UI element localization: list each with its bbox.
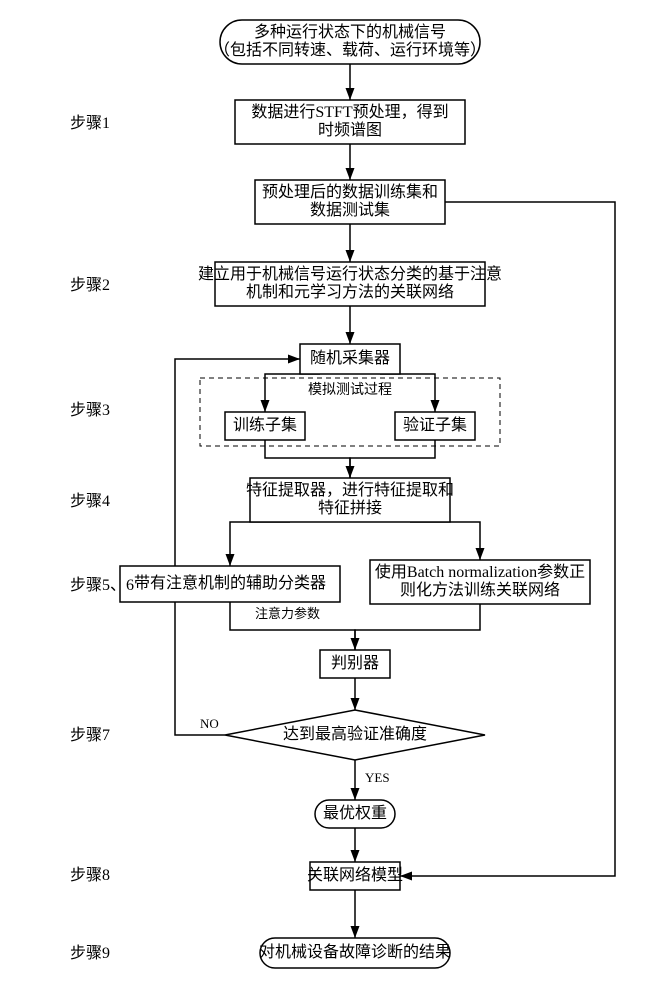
node-text-train: 训练子集 xyxy=(233,416,297,434)
step-label: 步骤5、6 xyxy=(70,576,134,594)
edge-label: YES xyxy=(365,770,390,785)
step-label: 步骤9 xyxy=(70,944,110,962)
step-label: 步骤7 xyxy=(70,726,110,744)
edge xyxy=(355,604,480,650)
edge-label: NO xyxy=(200,716,219,731)
step-label: 步骤2 xyxy=(70,276,110,294)
step-label: 步骤1 xyxy=(70,114,110,132)
edge-label: 注意力参数 xyxy=(255,606,320,621)
step-label: 步骤8 xyxy=(70,866,110,884)
region-label: 模拟测试过程 xyxy=(308,382,392,398)
node-text-sampler: 随机采集器 xyxy=(310,349,390,367)
step-label: 步骤4 xyxy=(70,492,110,510)
node-text-model: 关联网络模型 xyxy=(307,865,403,884)
node-text-dec: 达到最高验证准确度 xyxy=(283,725,427,743)
node-text-valid: 验证子集 xyxy=(403,416,467,434)
edge xyxy=(230,522,290,566)
node-text-aux: 带有注意机制的辅助分类器 xyxy=(134,573,326,592)
node-text-opt: 最优权重 xyxy=(323,804,387,822)
edge xyxy=(410,522,480,560)
node-text-end: 对机械设备故障诊断的结果 xyxy=(259,943,451,961)
step-label: 步骤3 xyxy=(70,401,110,419)
node-text-disc: 判别器 xyxy=(331,654,379,672)
